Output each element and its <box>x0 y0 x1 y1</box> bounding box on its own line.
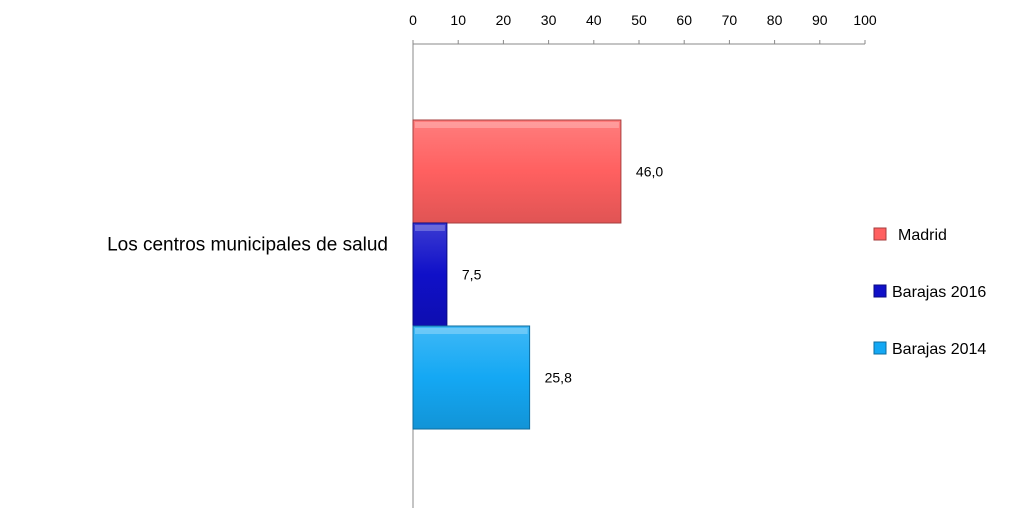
bars-layer <box>412 119 622 430</box>
x-tick-label: 70 <box>722 12 738 28</box>
x-tick-label: 40 <box>586 12 602 28</box>
data-label: 46,0 <box>636 164 663 180</box>
x-tick-label: 50 <box>631 12 647 28</box>
legend-label: Barajas 2014 <box>892 341 986 358</box>
x-tick-label: 90 <box>812 12 828 28</box>
bar-bevel <box>415 225 445 231</box>
bar-bevel <box>415 328 528 334</box>
bar-madrid <box>412 119 622 224</box>
bar-barajas-2014 <box>412 325 531 430</box>
data-label: 7,5 <box>462 267 482 283</box>
bar-barajas-2016 <box>412 222 448 327</box>
x-tick-label: 100 <box>853 12 877 28</box>
x-tick-label: 80 <box>767 12 783 28</box>
x-tick-label: 10 <box>450 12 466 28</box>
x-tick-label: 30 <box>541 12 557 28</box>
bar-bevel <box>415 122 619 128</box>
category-label: Los centros municipales de salud <box>107 235 388 256</box>
labels-layer: 46,0 7,5 25,8 <box>462 164 663 386</box>
legend-swatch <box>873 227 887 241</box>
legend-swatch <box>873 341 887 355</box>
x-tick-label: 60 <box>676 12 692 28</box>
axis-layer: 0 10 20 30 40 50 60 70 80 90 100 Los centros munici… <box>107 12 877 508</box>
legend-label: Barajas 2016 <box>892 284 986 301</box>
x-tick-label: 0 <box>409 12 417 28</box>
data-label: 25,8 <box>545 370 572 386</box>
legend-label: Madrid <box>898 227 947 244</box>
legend-swatch <box>873 284 887 298</box>
x-tick-label: 20 <box>496 12 512 28</box>
legend: Madrid Barajas 2016 Barajas 2014 <box>873 227 986 358</box>
